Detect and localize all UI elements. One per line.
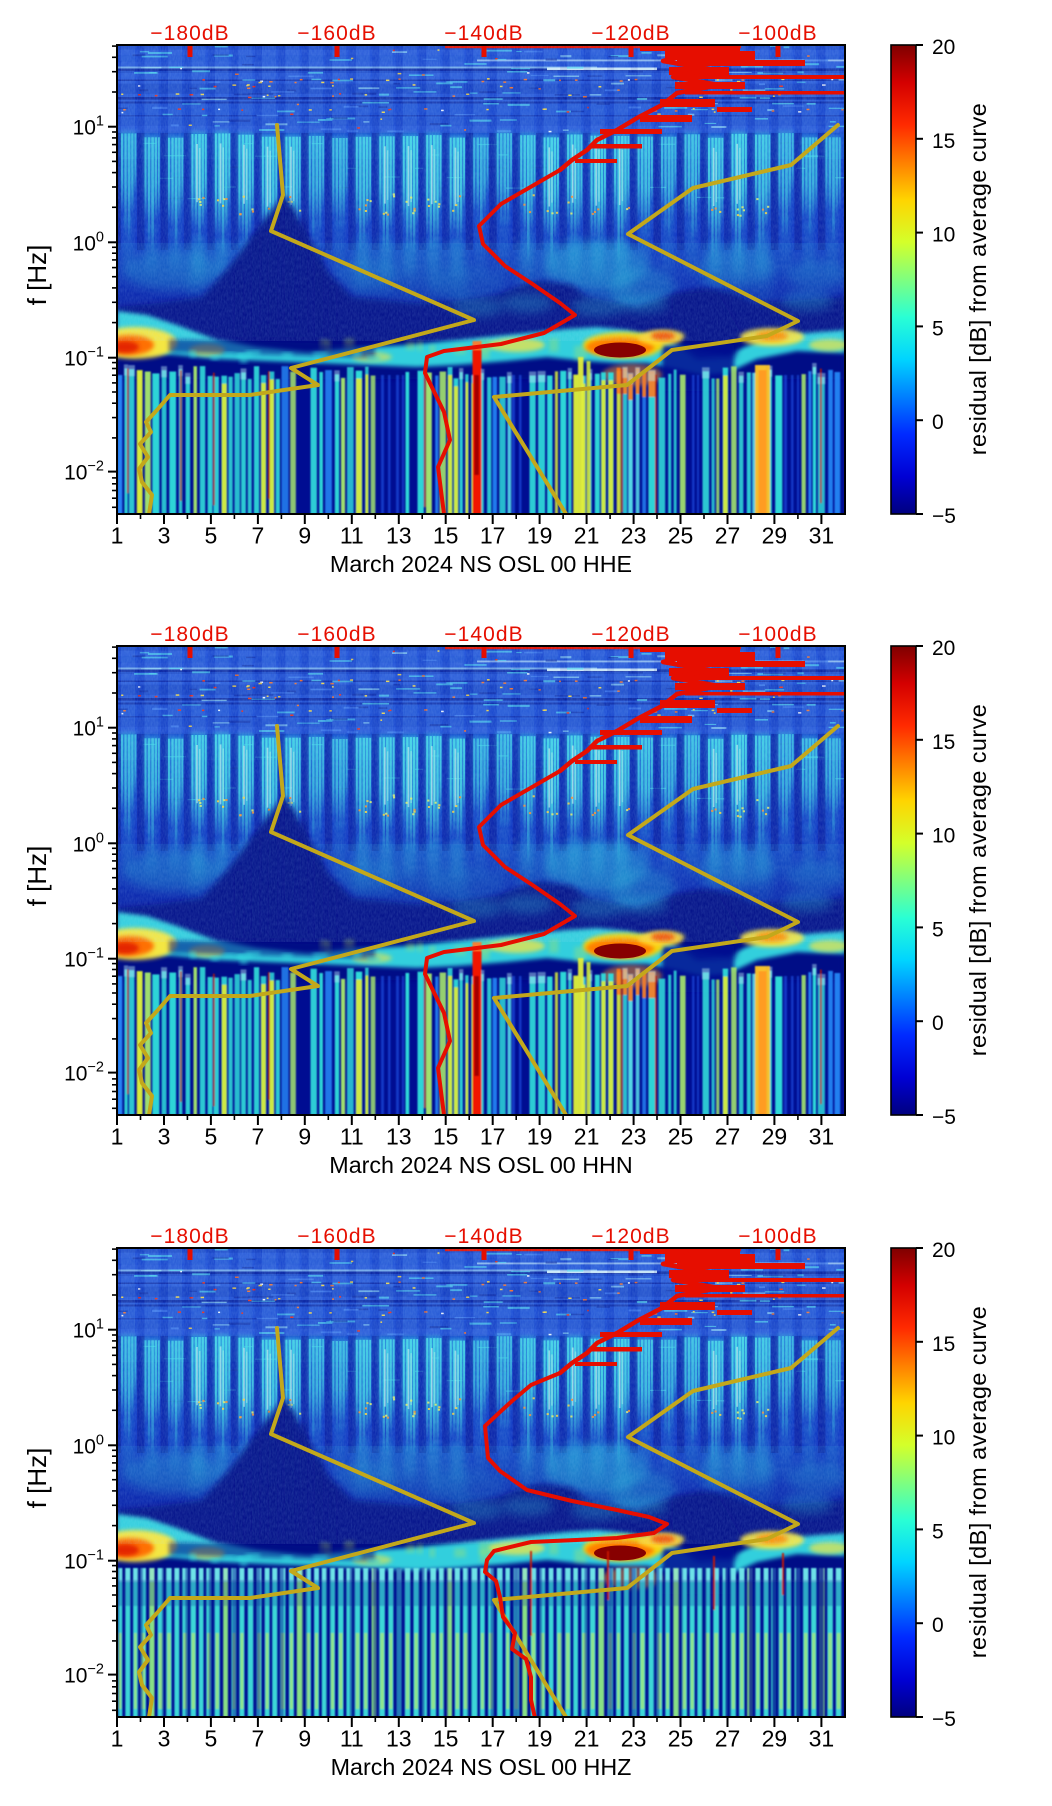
svg-text:March 2024 NS OSL 00 HHE: March 2024 NS OSL 00 HHE: [330, 551, 632, 577]
svg-text:March 2024 NS OSL 00 HHN: March 2024 NS OSL 00 HHN: [329, 1152, 632, 1178]
svg-text:March 2024 NS OSL 00 HHZ: March 2024 NS OSL 00 HHZ: [331, 1754, 632, 1780]
